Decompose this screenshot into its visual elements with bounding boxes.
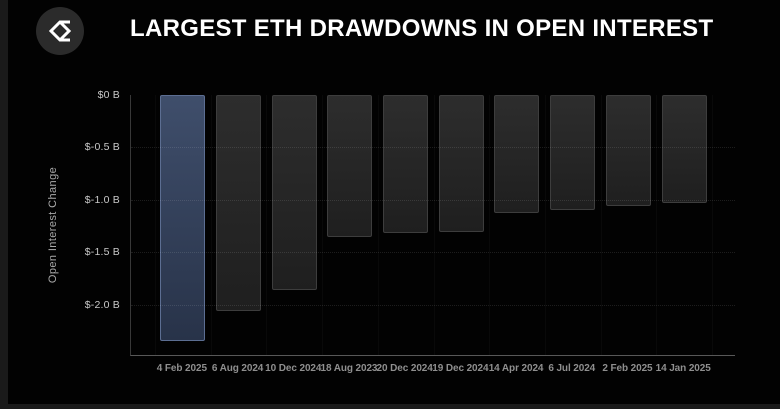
bar-slot — [155, 95, 211, 341]
bar-highlighted — [160, 95, 206, 341]
y-axis-tick-label: $-0.5 B — [84, 141, 120, 154]
grid-line-horizontal — [131, 252, 735, 254]
x-axis-label: 19 Dec 2024 — [432, 363, 489, 374]
bar — [216, 95, 262, 311]
bar — [605, 95, 651, 206]
x-axis-label: 14 Jan 2025 — [655, 363, 711, 374]
bar-slot — [601, 95, 657, 206]
sigma-diamond-icon — [36, 7, 84, 55]
y-axis-tick-label: $-1.0 B — [84, 193, 120, 206]
x-axis-label: 20 Dec 2024 — [376, 363, 433, 374]
grid-line-vertical — [712, 95, 713, 355]
bar — [661, 95, 707, 203]
bar — [438, 95, 484, 232]
x-axis-label: 14 Apr 2024 — [488, 363, 544, 374]
bar — [327, 95, 373, 237]
bar — [494, 95, 540, 213]
y-axis-tick-label: $0 B — [97, 89, 120, 101]
grid-line-horizontal — [131, 304, 735, 306]
bar-slot — [266, 95, 322, 290]
bar-slot — [545, 95, 601, 210]
bar-slot — [433, 95, 489, 232]
chart-title: LARGEST ETH DRAWDOWNS IN OPEN INTEREST — [130, 15, 714, 42]
grid-line-horizontal — [131, 199, 735, 201]
x-axis-label: 10 Dec 2024 — [265, 363, 322, 374]
bar — [550, 95, 596, 210]
bar — [271, 95, 317, 290]
bar-slot — [322, 95, 378, 237]
y-axis-tick-label: $-2.0 B — [84, 298, 120, 311]
bar-slot — [489, 95, 545, 213]
plot-area — [130, 95, 735, 356]
grid-line-horizontal — [131, 147, 735, 149]
y-axis-title: Open Interest Change — [47, 166, 59, 284]
x-axis-label: 2 Feb 2025 — [602, 363, 653, 374]
chart-card: LARGEST ETH DRAWDOWNS IN OPEN INTEREST O… — [8, 0, 780, 404]
y-axis-tick-label: $-1.5 B — [84, 246, 120, 259]
bar-slot — [211, 95, 267, 311]
bar — [383, 95, 429, 233]
bar-slot — [656, 95, 712, 203]
bar-slot — [378, 95, 434, 233]
x-axis-label: 4 Feb 2025 — [156, 363, 207, 374]
x-axis-label: 6 Aug 2024 — [211, 363, 264, 374]
x-axis-label: 6 Jul 2024 — [548, 363, 596, 374]
bar-series — [131, 95, 735, 355]
brand-logo-icon — [36, 7, 84, 55]
x-axis-label: 18 Aug 2023 — [320, 363, 378, 374]
